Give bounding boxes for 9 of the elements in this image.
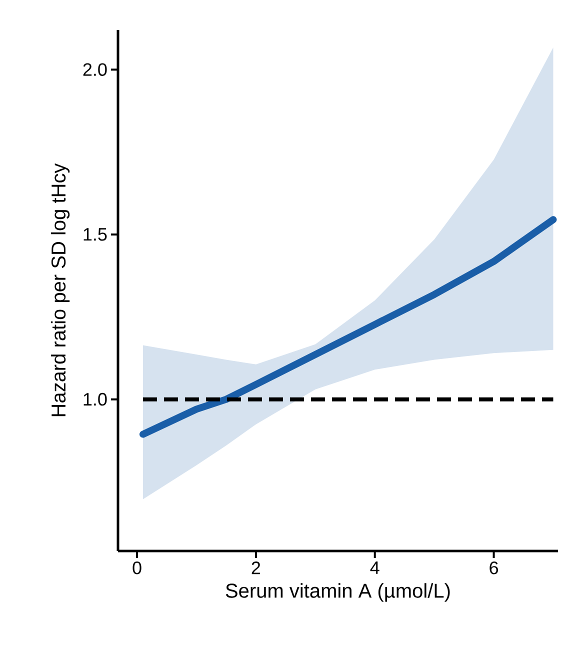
y-tick-label: 1.0 bbox=[84, 392, 107, 406]
x-tick-label: 4 bbox=[370, 562, 380, 574]
x-tick-label: 0 bbox=[132, 562, 142, 574]
x-tick-label: 6 bbox=[490, 562, 498, 574]
x-axis-title: Serum vitamin A (µmol/L) bbox=[226, 583, 450, 602]
y-axis-title: Hazard ratio per SD log tHcy bbox=[50, 163, 70, 416]
y-tick-label: 2.0 bbox=[83, 63, 107, 76]
x-tick-label: 2 bbox=[252, 562, 260, 574]
y-tick-label: 1.5 bbox=[84, 228, 107, 241]
